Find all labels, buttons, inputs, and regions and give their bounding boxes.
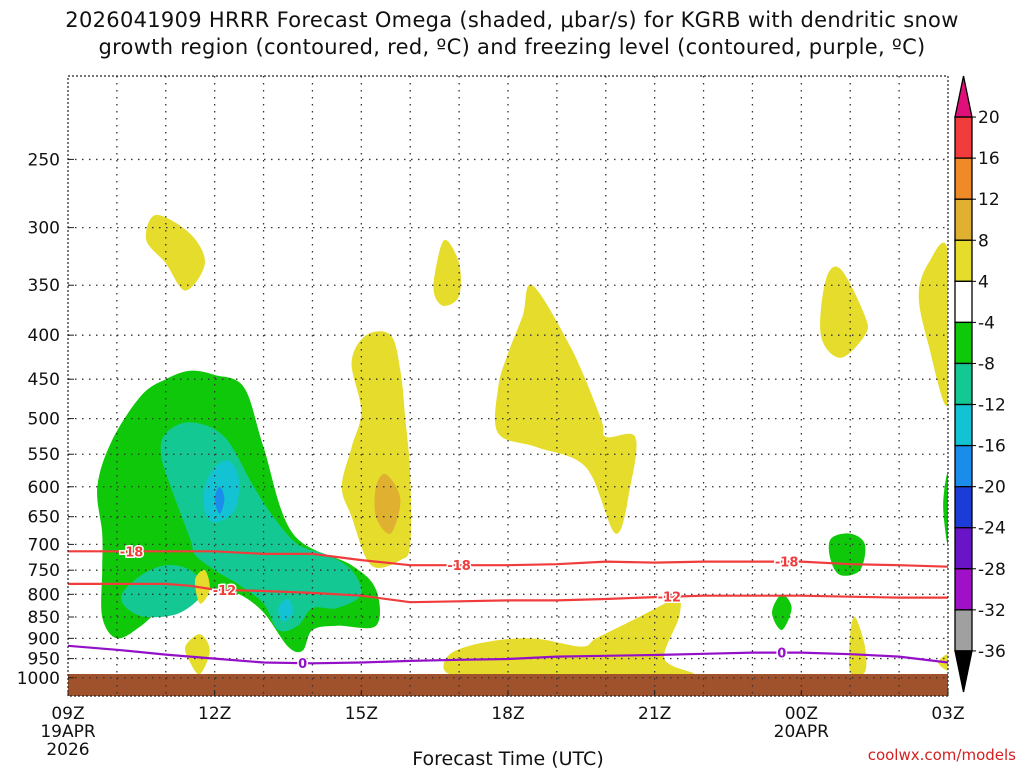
- y-tick-label: 650: [28, 508, 60, 528]
- colorbar-swatch: [954, 157, 973, 200]
- contour-label: -12: [658, 591, 682, 606]
- colorbar-swatch: [954, 321, 973, 365]
- y-tick-label: 450: [28, 370, 60, 390]
- omega-region: [828, 533, 866, 576]
- omega-region: [184, 634, 210, 675]
- chart-title-line-2: growth region (contoured, red, ºC) and f…: [98, 35, 926, 59]
- contour-line: [68, 644, 948, 665]
- omega-region: [120, 565, 206, 618]
- colorbar-label: 20: [978, 108, 1000, 128]
- contour-label: -12: [213, 584, 237, 599]
- x-tick-label: 09Z: [51, 704, 84, 724]
- colorbar-label: -12: [978, 396, 1006, 416]
- x-axis-label: Forecast Time (UTC): [412, 748, 603, 768]
- y-tick-label: 800: [28, 585, 60, 605]
- y-tick-label: 700: [28, 535, 60, 555]
- omega-region: [494, 284, 637, 534]
- y-tick-label: 300: [28, 219, 60, 239]
- omega-region: [278, 598, 294, 622]
- colorbar-label: -32: [978, 601, 1006, 621]
- omega-region: [443, 593, 694, 676]
- colorbar-swatch: [954, 609, 973, 652]
- contour-label: 0: [298, 657, 307, 672]
- omega-region: [341, 331, 412, 568]
- colorbar-label: -8: [978, 354, 995, 374]
- y-tick-label: 400: [28, 326, 60, 346]
- colorbar-swatch: [954, 527, 973, 570]
- omega-region: [848, 616, 867, 677]
- y-tick-label: 750: [28, 561, 60, 581]
- y-tick-label: 500: [28, 410, 60, 430]
- colorbar-label: 4: [978, 272, 989, 292]
- colorbar-label: -28: [978, 560, 1006, 580]
- contour-line: [68, 582, 948, 604]
- colorbar-label: -16: [978, 437, 1006, 457]
- colorbar-swatch: [954, 75, 973, 118]
- contour-line: [68, 550, 948, 568]
- contour-label: 0: [777, 647, 786, 662]
- omega-region: [145, 214, 205, 291]
- colorbar-swatch: [954, 568, 973, 611]
- omega-colorbar: 20 16 12 8 4 -4 -8 -12 -16 -20 -24 -28 -32 -36: [954, 75, 1006, 693]
- colorbar-swatch: [954, 239, 973, 282]
- colorbar-label: 16: [978, 149, 1000, 169]
- y-tick-label: 900: [28, 629, 60, 649]
- credit-link[interactable]: coolwx.com/models: [868, 746, 1016, 764]
- colorbar-swatch: [954, 444, 973, 488]
- x-tick-sublabel: 2026: [46, 740, 89, 760]
- omega-region: [214, 486, 225, 514]
- x-tick-label: 00Z: [785, 704, 818, 724]
- contour-label: -18: [775, 556, 799, 571]
- x-tick-sublabel: 19APR: [40, 722, 96, 742]
- colorbar-swatch: [954, 403, 973, 447]
- omega-region: [374, 473, 401, 535]
- omega-region: [772, 594, 792, 631]
- colorbar-label: 12: [978, 190, 1000, 210]
- y-tick-label: 1000: [17, 669, 60, 689]
- x-tick-label: 03Z: [931, 704, 964, 724]
- colorbar-label: -20: [978, 478, 1006, 498]
- y-tick-label: 850: [28, 608, 60, 628]
- x-tick-label: 12Z: [198, 704, 231, 724]
- colorbar-label: 8: [978, 231, 989, 251]
- omega-region: [943, 473, 948, 545]
- y-tick-label: 550: [28, 445, 60, 465]
- omega-shading-layer: [97, 214, 948, 677]
- colorbar-swatch: [954, 486, 973, 529]
- colorbar-label: -24: [978, 519, 1006, 539]
- colorbar-swatch: [954, 280, 973, 324]
- chart-title-line-1: 2026041909 HRRR Forecast Omega (shaded, …: [65, 8, 959, 32]
- omega-region: [820, 266, 868, 358]
- y-axis: 2503003504004505005506006507007508008509…: [17, 150, 74, 689]
- x-tick-sublabel: 20APR: [774, 722, 830, 742]
- colorbar-swatch: [954, 116, 973, 159]
- omega-region: [918, 242, 948, 406]
- contour-layer: -18 -18 -18 -12 -12 0 0: [68, 544, 948, 674]
- y-tick-label: 600: [28, 478, 60, 498]
- colorbar-label: -36: [978, 642, 1006, 662]
- colorbar-swatch: [954, 362, 973, 406]
- y-tick-label: 250: [28, 150, 60, 170]
- colorbar-swatch: [954, 198, 973, 241]
- contour-label: -18: [447, 559, 471, 574]
- x-tick-label: 18Z: [491, 704, 524, 724]
- x-tick-label: 15Z: [345, 704, 378, 724]
- y-tick-label: 350: [28, 276, 60, 296]
- colorbar-label: -4: [978, 313, 995, 333]
- contour-label: -18: [120, 545, 144, 560]
- x-tick-label: 21Z: [638, 704, 671, 724]
- colorbar-swatch: [954, 650, 973, 693]
- omega-region: [433, 239, 461, 306]
- y-tick-label: 950: [28, 650, 60, 670]
